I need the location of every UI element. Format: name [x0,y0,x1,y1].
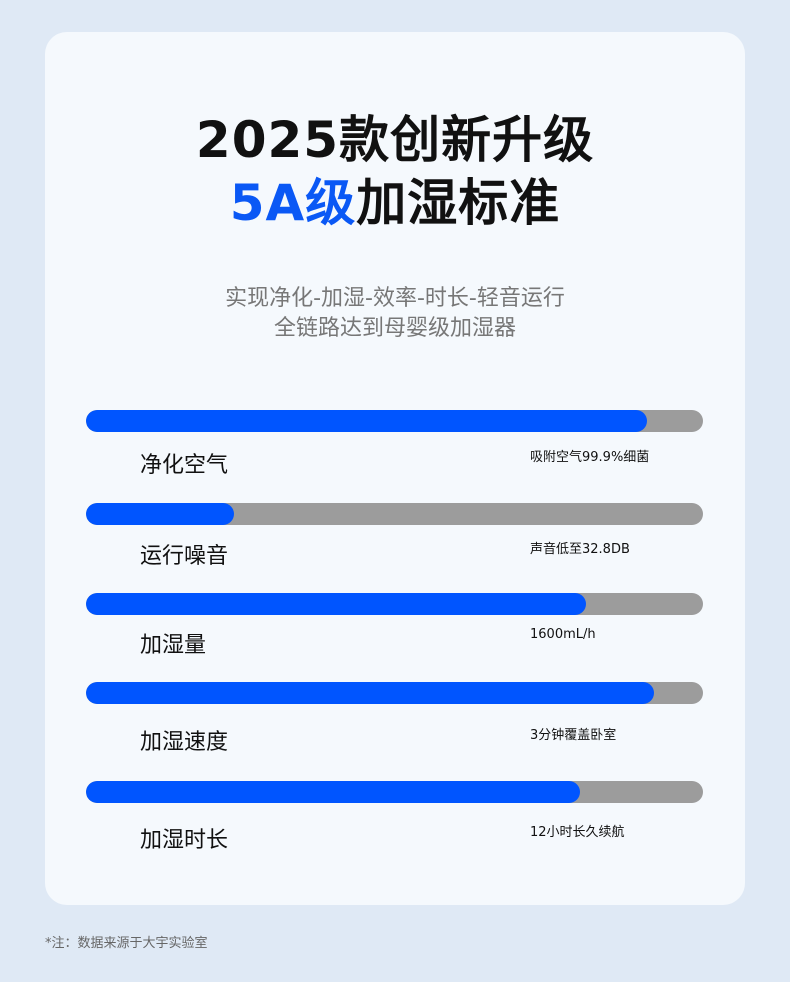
metric-detail: 吸附空气99.9%细菌 [530,450,650,465]
progress-bar [86,593,703,615]
progress-bar [86,781,703,803]
title-line-2: 5A级加湿标准 [0,163,790,235]
metric-detail: 1600mL/h [530,627,596,642]
metric-label: 加湿量 [140,633,207,658]
metric-detail: 3分钟覆盖卧室 [530,728,617,743]
progress-fill [86,503,235,525]
title-rest: 加湿标准 [356,174,561,232]
metric-detail: 12小时长久续航 [530,825,625,840]
progress-fill [86,410,648,432]
subtitle-line-1: 实现净化-加湿-效率-时长-轻音运行 [225,286,565,311]
subtitle-line-2: 全链路达到母婴级加湿器 [273,316,516,341]
metric-label: 加湿时长 [140,828,229,853]
progress-bar [86,410,703,432]
metric-label: 加湿速度 [140,730,229,755]
metric-label: 净化空气 [140,453,229,478]
footnote: *注：数据来源于大宇实验室 [45,936,208,951]
progress-fill [86,682,654,704]
progress-fill [86,781,580,803]
content-card [45,32,745,905]
title-line-1: 2025款创新升级 [195,111,595,169]
progress-fill [86,593,586,615]
title-highlight: 5A级 [229,174,357,232]
metric-label: 运行噪音 [140,544,229,569]
progress-bar [86,682,703,704]
progress-bar [86,503,703,525]
metric-detail: 声音低至32.8DB [530,542,630,557]
